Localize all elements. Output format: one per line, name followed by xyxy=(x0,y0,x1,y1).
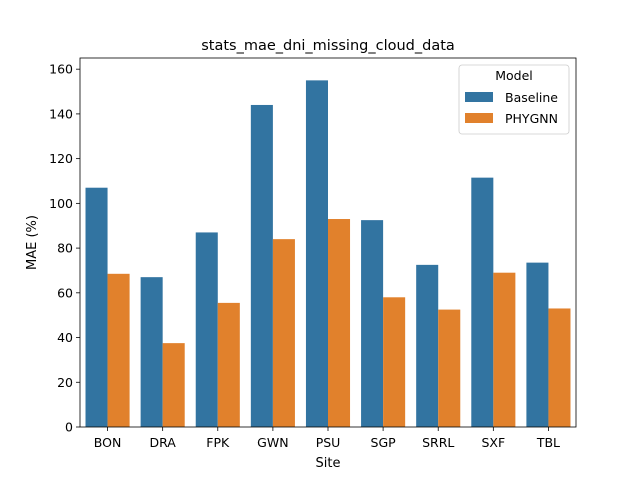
bar-phygnn-fpk xyxy=(217,302,240,427)
bar-baseline-srrl xyxy=(416,264,439,427)
legend-label-baseline: Baseline xyxy=(505,90,558,105)
y-tick-label: 40 xyxy=(57,330,73,345)
plot-frame xyxy=(79,57,577,428)
y-axis-label: MAE (%) xyxy=(25,215,40,270)
legend-swatch-baseline xyxy=(465,92,493,102)
y-tick-label: 140 xyxy=(49,106,73,121)
bar-phygnn-tbl xyxy=(548,308,571,427)
legend-label-phygnn: PHYGNN xyxy=(505,111,558,126)
y-tick-label: 80 xyxy=(57,241,73,256)
bar-phygnn-sxf xyxy=(493,272,516,427)
legend: Model Baseline PHYGNN xyxy=(458,64,570,135)
x-tick-label: PSU xyxy=(316,435,341,450)
legend-title: Model xyxy=(495,68,533,83)
x-axis-label: Site xyxy=(316,456,341,471)
bar-baseline-sgp xyxy=(361,220,384,427)
bar-baseline-dra xyxy=(140,277,163,427)
bar-baseline-tbl xyxy=(526,262,549,427)
x-tick-label: TBL xyxy=(536,435,560,450)
x-tick-label: SXF xyxy=(481,435,505,450)
bars-group xyxy=(85,80,571,428)
y-tick-label: 60 xyxy=(57,285,73,300)
bar-baseline-bon xyxy=(85,187,108,427)
x-tick-label: GWN xyxy=(257,435,288,450)
y-tick-label: 20 xyxy=(57,375,73,390)
y-tick-label: 0 xyxy=(65,420,73,435)
y-tick-label: 160 xyxy=(49,62,73,77)
x-tick-label: BON xyxy=(94,435,122,450)
x-tick-label: DRA xyxy=(149,435,176,450)
chart-title: stats_mae_dni_missing_cloud_data xyxy=(201,38,455,54)
x-tick-label: SGP xyxy=(371,435,397,450)
x-tick-label: FPK xyxy=(206,435,230,450)
bar-baseline-gwn xyxy=(250,104,273,428)
bar-phygnn-gwn xyxy=(272,239,295,427)
bar-baseline-sxf xyxy=(471,177,494,427)
x-tick-label: SRRL xyxy=(422,435,454,450)
y-tick-label: 120 xyxy=(49,151,73,166)
y-axis: 0 20 40 60 80 100 120 140 160 xyxy=(49,62,80,435)
bar-phygnn-dra xyxy=(162,343,185,427)
bar-baseline-fpk xyxy=(195,232,218,427)
bar-baseline-psu xyxy=(305,80,328,427)
y-tick-label: 100 xyxy=(49,196,73,211)
x-axis: BON DRA FPK GWN PSU SGP SRRL SXF TBL xyxy=(94,427,560,450)
legend-swatch-phygnn xyxy=(465,113,493,123)
bar-phygnn-psu xyxy=(328,219,351,427)
bar-phygnn-sgp xyxy=(383,297,406,427)
bar-phygnn-bon xyxy=(107,273,130,427)
bar-phygnn-srrl xyxy=(438,309,461,427)
